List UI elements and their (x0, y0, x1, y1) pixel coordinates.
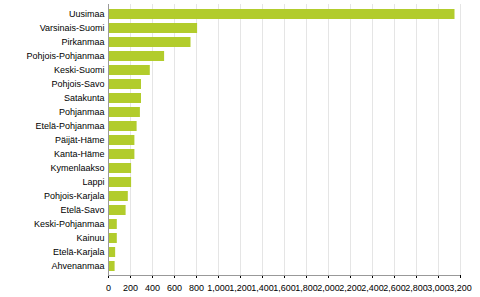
svg-text:2,200: 2,200 (339, 283, 362, 293)
svg-text:Lappi: Lappi (82, 177, 104, 187)
svg-text:0: 0 (106, 283, 111, 293)
svg-text:2,800: 2,800 (405, 283, 428, 293)
svg-text:2,600: 2,600 (383, 283, 406, 293)
svg-text:200: 200 (123, 283, 138, 293)
svg-text:Pirkanmaa: Pirkanmaa (61, 37, 104, 47)
svg-text:800: 800 (189, 283, 204, 293)
svg-text:Varsinais-Suomi: Varsinais-Suomi (40, 23, 105, 33)
svg-text:Pohjois-Savo: Pohjois-Savo (51, 79, 104, 89)
svg-text:Päijät-Häme: Päijät-Häme (55, 135, 105, 145)
svg-text:Etelä-Savo: Etelä-Savo (60, 205, 104, 215)
svg-text:Etelä-Karjala: Etelä-Karjala (53, 247, 105, 257)
svg-text:1,000: 1,000 (207, 283, 230, 293)
svg-text:Kanta-Häme: Kanta-Häme (54, 149, 105, 159)
svg-text:Keski-Suomi: Keski-Suomi (54, 65, 105, 75)
svg-text:Kainuu: Kainuu (76, 233, 104, 243)
svg-text:Kymenlaakso: Kymenlaakso (50, 163, 104, 173)
svg-text:Pohjois-Karjala: Pohjois-Karjala (44, 191, 105, 201)
svg-text:Etelä-Pohjanmaa: Etelä-Pohjanmaa (35, 121, 104, 131)
svg-text:3,200: 3,200 (449, 283, 472, 293)
svg-text:Pohjois-Pohjanmaa: Pohjois-Pohjanmaa (26, 51, 104, 61)
svg-text:600: 600 (167, 283, 182, 293)
svg-text:Satakunta: Satakunta (64, 93, 105, 103)
svg-text:1,200: 1,200 (229, 283, 252, 293)
svg-text:2,000: 2,000 (317, 283, 340, 293)
svg-text:400: 400 (145, 283, 160, 293)
svg-text:2,400: 2,400 (361, 283, 384, 293)
svg-text:1,800: 1,800 (295, 283, 318, 293)
svg-text:3,000: 3,000 (427, 283, 450, 293)
svg-text:Keski-Pohjanmaa: Keski-Pohjanmaa (34, 219, 105, 229)
svg-text:1,600: 1,600 (273, 283, 296, 293)
svg-text:1,400: 1,400 (251, 283, 274, 293)
svg-text:Ahvenanmaa: Ahvenanmaa (51, 261, 104, 271)
svg-text:Pohjanmaa: Pohjanmaa (59, 107, 105, 117)
svg-text:Uusimaa: Uusimaa (69, 9, 105, 19)
